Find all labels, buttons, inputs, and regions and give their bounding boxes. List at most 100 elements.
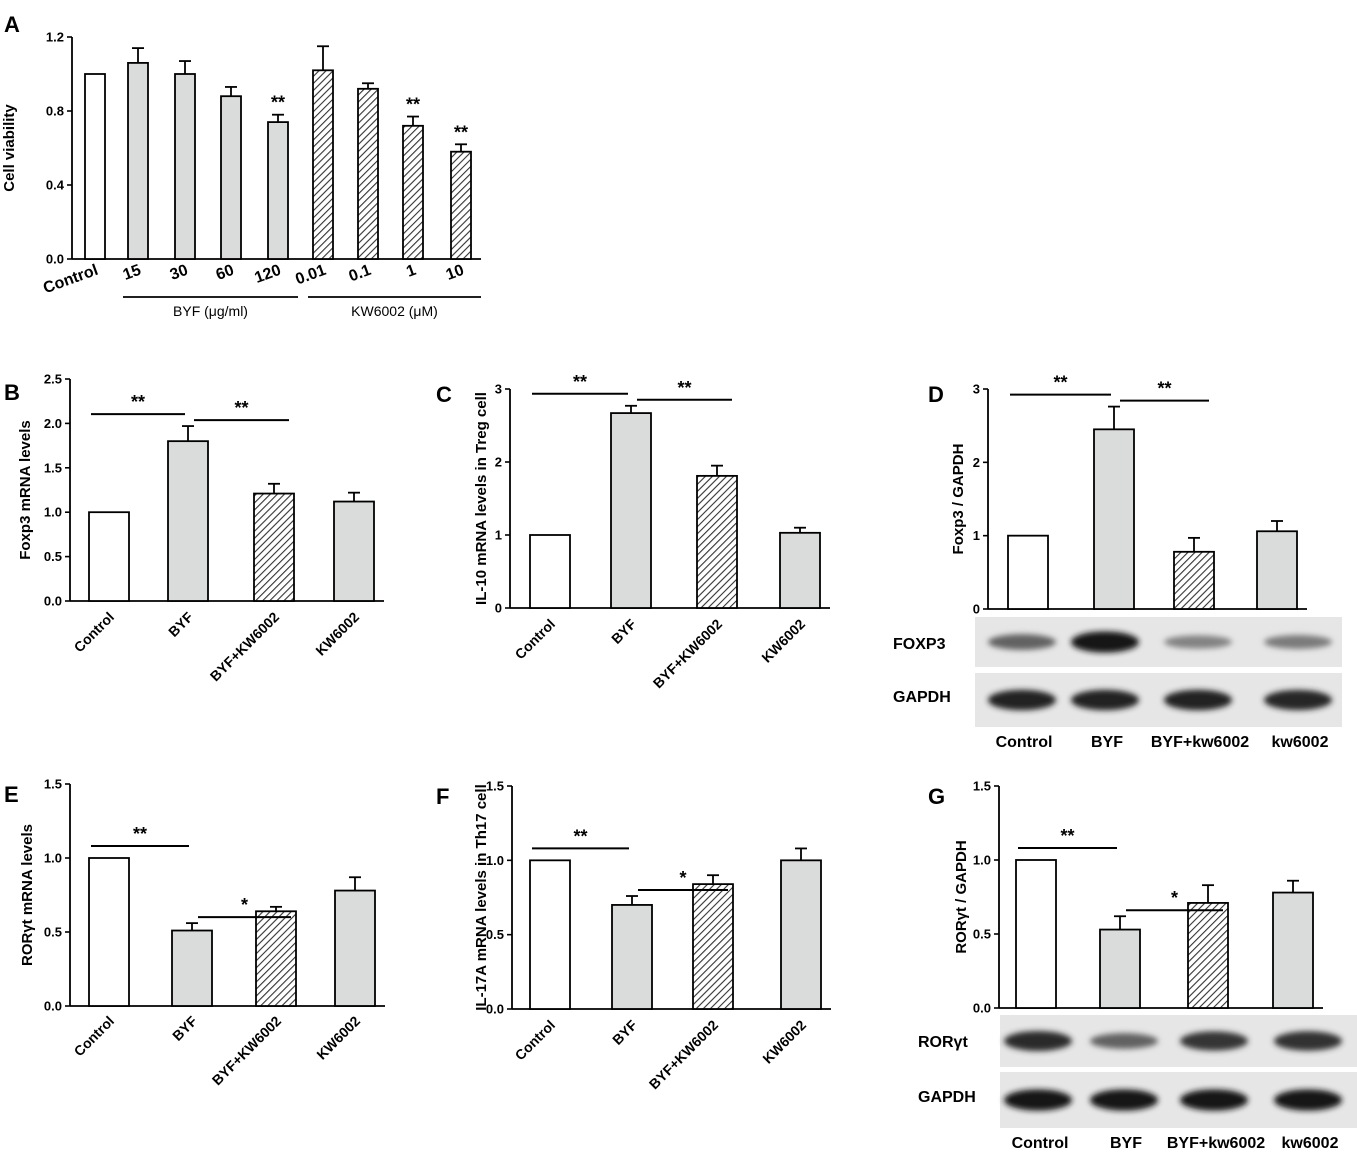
x-tick-label: 10 <box>444 262 467 284</box>
y-axis-label: Foxp3 mRNA levels <box>17 420 34 560</box>
x-tick-label: Control <box>41 262 100 297</box>
bar <box>167 440 209 602</box>
x-tick-label: KW6002 <box>312 609 362 659</box>
x-tick-label: KW6002 <box>758 616 808 666</box>
x-tick-label: BYF <box>608 615 639 646</box>
y-tick-label: 1.0 <box>44 851 62 866</box>
y-tick-label: 2.0 <box>44 416 62 431</box>
bar <box>1187 902 1229 1009</box>
y-tick-label: 0.0 <box>44 999 62 1014</box>
significance-mark: ** <box>454 122 468 142</box>
blot-band <box>1004 1089 1072 1111</box>
blot-band <box>1071 631 1139 653</box>
y-tick-label: 0.0 <box>973 1001 991 1016</box>
significance-mark: ** <box>271 93 285 113</box>
blot-band <box>1004 1031 1072 1051</box>
y-tick-label: 1.0 <box>44 505 62 520</box>
significance-mark: ** <box>133 824 147 844</box>
blot-band <box>1264 635 1332 649</box>
x-tick-label: Control <box>71 1013 118 1060</box>
y-tick-label: 1.5 <box>44 777 62 792</box>
blot-band <box>1164 635 1232 649</box>
bar <box>1015 859 1057 1009</box>
bar <box>450 150 472 260</box>
y-axis-label: Foxp3 / GAPDH <box>950 444 967 555</box>
blot-band <box>1071 689 1139 711</box>
y-tick-label: 0.0 <box>46 252 64 267</box>
x-tick-label: BYF <box>1110 1135 1142 1152</box>
blot-band <box>1180 1089 1248 1111</box>
y-tick-label: 2 <box>495 455 502 470</box>
x-tick-label: BYF <box>1091 734 1123 751</box>
significance-mark: ** <box>573 826 587 846</box>
x-tick-label: 0.01 <box>293 262 328 289</box>
bar <box>312 69 334 260</box>
bar <box>88 857 130 1007</box>
panel-d: D 0 1 2 3 Foxp3 / GAPDH ** ** FOXP3 GAPDH Control B… <box>893 373 1342 751</box>
panel-label: B <box>4 380 20 405</box>
x-tick-label: BYF <box>165 608 196 639</box>
panel-label: G <box>928 784 945 809</box>
significance-mark: ** <box>406 95 420 115</box>
x-tick-label: BYF+kw6002 <box>1167 1135 1265 1152</box>
bar <box>253 492 295 602</box>
x-tick-label: BYF <box>609 1016 640 1047</box>
panel-label: C <box>436 382 452 407</box>
x-tick-label: Control <box>512 616 559 663</box>
y-tick-label: 0.0 <box>486 1002 504 1017</box>
y-tick-label: 0.8 <box>46 104 64 119</box>
y-tick-label: 0.4 <box>46 178 65 193</box>
y-tick-label: 0.5 <box>486 927 504 942</box>
blot-band <box>1264 689 1332 711</box>
bar <box>334 889 376 1007</box>
y-axis-label: RORγt mRNA levels <box>19 824 36 966</box>
blot-band <box>1090 1033 1158 1049</box>
x-tick-label: BYF <box>169 1012 200 1043</box>
y-axis-label: IL-10 mRNA levels in Treg cell <box>473 392 490 605</box>
group-label: KW6002 (μM) <box>351 303 438 319</box>
bar <box>402 124 424 260</box>
significance-mark: ** <box>1060 826 1074 846</box>
blot-band <box>1274 1089 1342 1111</box>
y-tick-label: 0.5 <box>973 927 991 942</box>
x-tick-label: 60 <box>214 262 237 284</box>
x-tick-label: Control <box>71 609 118 656</box>
x-tick-label: 30 <box>168 262 191 284</box>
panel-label: A <box>4 12 20 37</box>
panel-c: C 0 1 2 3 IL-10 mRNA levels in Treg cell ** ** C… <box>436 372 830 691</box>
bar <box>610 412 652 609</box>
significance-mark: ** <box>1157 379 1171 399</box>
panel-a: A 0.0 0.4 0.8 1.2 Cell viability ** ** ** Control… <box>1 12 481 319</box>
y-tick-label: 1.0 <box>486 853 504 868</box>
blot-row-label: GAPDH <box>918 1089 976 1106</box>
bar <box>127 62 149 260</box>
y-tick-label: 0.0 <box>44 594 62 609</box>
group-label: BYF (μg/ml) <box>173 303 248 319</box>
significance-mark: * <box>1171 888 1178 908</box>
y-tick-label: 2 <box>973 455 980 470</box>
bar <box>1093 428 1135 610</box>
y-tick-label: 3 <box>495 382 502 397</box>
x-tick-label: BYF+KW6002 <box>646 1017 722 1093</box>
x-tick-label: KW6002 <box>759 1017 809 1067</box>
x-tick-label: Control <box>1012 1135 1069 1152</box>
bar <box>1007 534 1049 610</box>
blot-band <box>1274 1031 1342 1051</box>
bar <box>255 910 297 1007</box>
bar <box>171 929 213 1007</box>
bar <box>220 95 242 260</box>
y-axis-label: IL-17A mRNA levels in Th17 cell <box>473 784 490 1010</box>
blot-band <box>1090 1089 1158 1111</box>
x-tick-label: 0.1 <box>347 262 374 286</box>
x-tick-label: KW6002 <box>313 1013 363 1063</box>
panel-f: F 0.0 0.5 1.0 1.5IL-17A mRNA levels in Th17 … <box>436 779 831 1093</box>
bar <box>611 904 653 1010</box>
bar <box>174 73 196 260</box>
y-tick-label: 0.5 <box>44 925 62 940</box>
blot-band <box>988 689 1056 711</box>
bar <box>357 87 379 260</box>
x-tick-label: BYF+KW6002 <box>207 609 283 685</box>
y-tick-label: 1.0 <box>973 853 991 868</box>
bar <box>267 121 289 260</box>
